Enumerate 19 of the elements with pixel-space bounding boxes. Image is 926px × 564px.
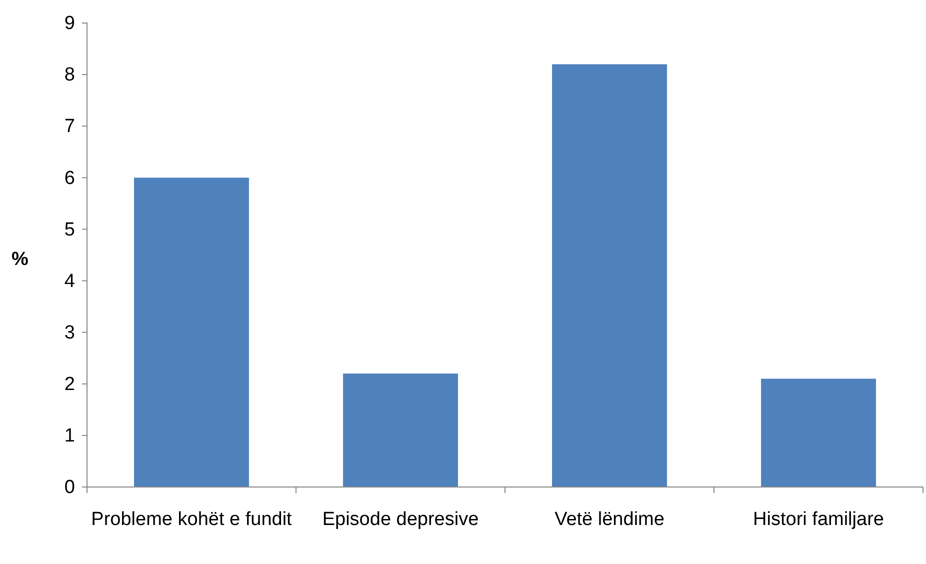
bar bbox=[343, 374, 458, 487]
x-tick-label: Episode depresive bbox=[322, 509, 479, 530]
bar bbox=[761, 378, 876, 487]
bar bbox=[134, 178, 249, 487]
y-tick-label: 9 bbox=[64, 13, 75, 34]
bar bbox=[552, 64, 667, 487]
x-tick-label: Probleme kohët e fundit bbox=[91, 509, 293, 530]
y-tick-label: 8 bbox=[64, 64, 75, 86]
y-tick-label: 6 bbox=[64, 168, 75, 189]
y-tick-label: 7 bbox=[64, 116, 75, 138]
y-axis-title: % bbox=[12, 249, 29, 270]
y-tick-label: 2 bbox=[64, 374, 75, 395]
y-tick-label: 3 bbox=[64, 322, 75, 344]
x-tick-label: Vetë lëndime bbox=[554, 509, 664, 530]
x-tick-label: Histori familjare bbox=[753, 509, 884, 530]
y-tick-label: 1 bbox=[64, 426, 75, 447]
y-tick-label: 5 bbox=[64, 219, 75, 240]
y-tick-label: 4 bbox=[64, 270, 76, 292]
y-tick-label: 0 bbox=[64, 477, 75, 498]
